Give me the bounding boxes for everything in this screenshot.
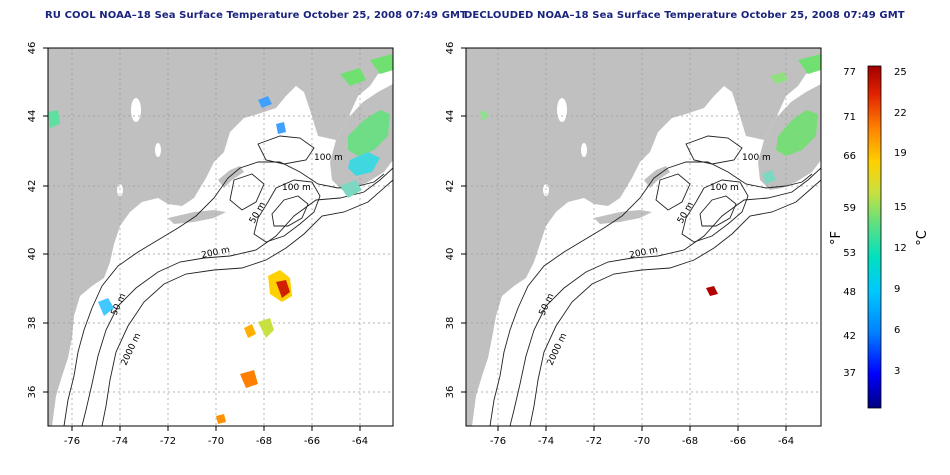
- colorbar-gradient: [867, 65, 882, 409]
- lon-tick-label: -74: [112, 436, 128, 447]
- grid-lines: [466, 48, 821, 426]
- map-left-ru-cool: 100 m 100 m 50 m 200 m 50 m 2000 m -76 -…: [27, 42, 394, 447]
- lat-tick-label: 44: [445, 110, 456, 123]
- celsius-ticks: 25 22 19 15 12 9 6 3: [894, 67, 907, 377]
- lake: [543, 184, 549, 196]
- tick-marks: [43, 47, 361, 431]
- long-island: [168, 210, 226, 224]
- lat-tick-label: 38: [445, 317, 456, 330]
- lake: [557, 98, 567, 122]
- fahrenheit-tick: 77: [843, 67, 856, 78]
- celsius-tick: 19: [894, 148, 907, 159]
- lat-tick-labels: 46 44 42 40 38 36: [27, 42, 38, 399]
- contour-label: 100 m: [710, 183, 739, 193]
- contour-label: 100 m: [742, 153, 771, 163]
- lon-tick-label: -74: [538, 436, 554, 447]
- contour-label: 100 m: [314, 153, 343, 163]
- lon-tick-label: -68: [256, 436, 272, 447]
- tick-marks: [461, 47, 787, 431]
- lat-tick-label: 42: [27, 180, 38, 193]
- long-island: [594, 210, 652, 224]
- lat-tick-label: 46: [27, 42, 38, 55]
- sst-patches: [48, 54, 393, 424]
- lat-tick-label: 40: [445, 248, 456, 261]
- lon-tick-label: -76: [64, 436, 80, 447]
- title-left: RU COOL NOAA–18 Sea Surface Temperature …: [45, 10, 467, 21]
- lon-tick-label: -66: [730, 436, 746, 447]
- map-frame: [465, 47, 822, 427]
- lon-tick-label: -70: [208, 436, 224, 447]
- fahrenheit-tick: 59: [843, 203, 856, 214]
- lon-tick-label: -64: [778, 436, 794, 447]
- lon-tick-label: -68: [682, 436, 698, 447]
- celsius-tick: 3: [894, 366, 900, 377]
- lon-tick-label: -70: [634, 436, 650, 447]
- bathymetry-contours: [63, 135, 393, 426]
- celsius-tick: 6: [894, 325, 900, 336]
- sst-patches: [480, 54, 821, 296]
- lake: [131, 98, 141, 122]
- lat-tick-labels: 46 44 42 40 38 36: [445, 42, 456, 399]
- land-mass: [466, 48, 821, 426]
- fahrenheit-tick: 66: [843, 151, 856, 162]
- lon-tick-label: -72: [160, 436, 176, 447]
- lat-tick-label: 42: [445, 180, 456, 193]
- lon-tick-labels: -76 -74 -72 -70 -68 -66 -64: [490, 436, 794, 447]
- lon-tick-label: -72: [586, 436, 602, 447]
- lake: [155, 143, 161, 157]
- bathymetry-contours: [489, 135, 821, 426]
- fahrenheit-tick: 42: [843, 331, 856, 342]
- lat-tick-label: 46: [445, 42, 456, 55]
- celsius-tick: 25: [894, 67, 907, 78]
- celsius-tick: 22: [894, 108, 907, 119]
- lat-tick-label: 36: [27, 386, 38, 399]
- lat-tick-label: 44: [27, 110, 38, 123]
- lon-tick-labels: -76 -74 -72 -70 -68 -66 -64: [64, 436, 368, 447]
- lake: [117, 184, 123, 196]
- fahrenheit-tick: 37: [843, 368, 856, 379]
- fahrenheit-tick: 48: [843, 287, 856, 298]
- lake: [581, 143, 587, 157]
- title-right: DECLOUDED NOAA–18 Sea Surface Temperatur…: [464, 10, 905, 21]
- celsius-tick: 9: [894, 284, 900, 295]
- land-mass: [48, 48, 393, 426]
- map-right-declouded: 100 m 100 m 50 m 200 m 50 m 2000 m -76 -…: [445, 42, 822, 447]
- fahrenheit-label: °F: [829, 231, 844, 245]
- lat-tick-label: 40: [27, 248, 38, 261]
- celsius-tick: 12: [894, 243, 907, 254]
- fahrenheit-tick: 53: [843, 248, 856, 259]
- celsius-label: °C: [915, 230, 930, 246]
- temperature-colorbar: 77 71 66 59 53 48 42 37 25 22 19 15 12 9…: [829, 65, 930, 409]
- celsius-tick: 15: [894, 202, 907, 213]
- lon-tick-label: -76: [490, 436, 506, 447]
- grid-lines: [48, 48, 393, 426]
- fahrenheit-ticks: 77 71 66 59 53 48 42 37: [843, 67, 856, 379]
- lat-tick-label: 38: [27, 317, 38, 330]
- contour-label: 100 m: [282, 183, 311, 193]
- map-frame: [47, 47, 394, 427]
- lon-tick-label: -64: [352, 436, 368, 447]
- lat-tick-label: 36: [445, 386, 456, 399]
- lon-tick-label: -66: [304, 436, 320, 447]
- fahrenheit-tick: 71: [843, 112, 856, 123]
